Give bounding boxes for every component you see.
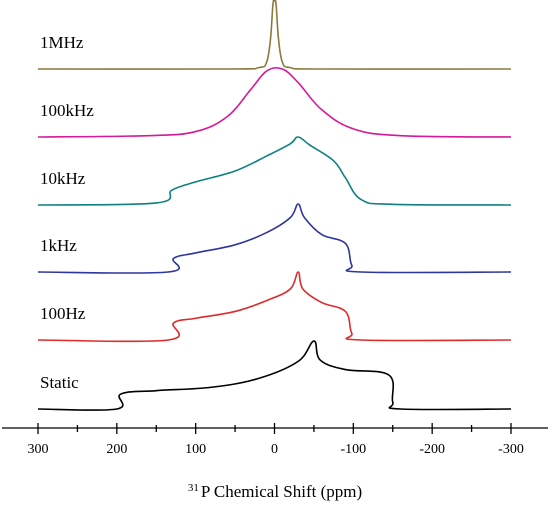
trace-static [37,340,512,411]
trace-1mhz [37,0,512,70]
x-tick-label: 100 [185,442,206,457]
x-tick-label: 300 [28,442,49,457]
x-tick-label: 0 [271,442,278,457]
trace-100hz [37,271,512,343]
x-axis-title: 31 P Chemical Shift (ppm) [188,482,362,501]
x-axis-ticks [37,423,512,434]
series-label-10khz: 10kHz [40,169,86,188]
series-label-1mhz: 1MHz [40,33,84,52]
x-axis-title-superscript: 31 [188,482,199,494]
x-tick-label: 200 [106,442,127,457]
spectra-traces [37,0,512,411]
series-labels: 1MHz 100kHz 10kHz 1kHz 100Hz Static [40,33,94,392]
series-label-static: Static [40,373,79,392]
trace-1khz [37,203,512,274]
x-tick-label: -200 [419,442,445,457]
x-axis-tick-labels: 300 200 100 0 -100 -200 -300 [28,442,524,457]
series-label-100khz: 100kHz [40,101,94,120]
x-axis-title-text: P Chemical Shift (ppm) [201,482,362,501]
x-tick-label: -300 [498,442,524,457]
x-tick-label: -100 [340,442,366,457]
trace-100khz [37,66,512,138]
series-label-100hz: 100Hz [40,304,86,323]
trace-10khz [37,136,512,206]
series-label-1khz: 1kHz [40,236,77,255]
